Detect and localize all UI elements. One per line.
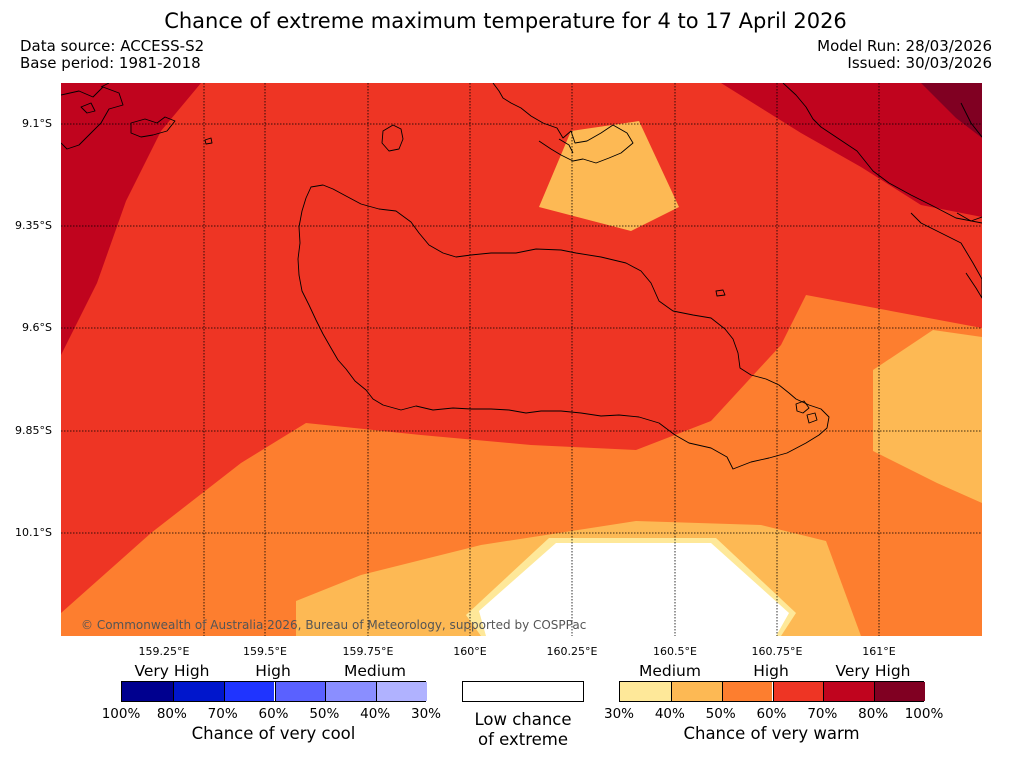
warm-tick-label: 70% [807,706,838,722]
cool-tick-label: 80% [156,706,187,722]
model-run: Model Run: 28/03/2026 [817,37,992,55]
warm-color-swatch [721,682,773,701]
map-canvas [61,83,982,636]
longitude-label: 159.25°E [138,645,190,658]
warm-tick-label: 60% [756,706,787,722]
longitude-label: 160°E [453,645,487,658]
region-darkest-northeast [921,83,982,138]
island-small-north [381,124,404,152]
latitude-label: 10.1°S [15,526,52,539]
cool-caption: Chance of very cool [191,724,356,743]
low-chance-caption-line1: Low chance [474,710,572,729]
warm-category-label: Very High [835,662,911,680]
region-very-high-west [61,83,201,355]
cool-tick-label: 30% [410,706,441,722]
issued-date: Issued: 30/03/2026 [847,54,992,72]
warm-caption: Chance of very warm [683,724,860,743]
cool-color-swatch [172,682,224,701]
data-source: Data source: ACCESS-S2 [20,37,205,55]
region-light-orange-northeast [539,121,679,231]
meta-right: Model Run: 28/03/2026 Issued: 30/03/2026 [817,38,992,72]
cool-color-swatch [274,682,326,701]
cool-color-swatch [122,682,173,701]
cool-category-label: Medium [344,662,406,680]
cool-tick-label: 60% [258,706,289,722]
warm-tick-label: 50% [705,706,736,722]
warm-category-label: High [753,662,789,680]
latitude-label: 9.1°S [22,117,52,130]
copyright-notice: © Commonwealth of Australia 2026, Bureau… [81,618,587,632]
cool-category-label: High [255,662,291,680]
warm-tick-label: 100% [904,706,944,722]
cool-color-swatch [223,682,275,701]
longitude-label: 161°E [862,645,896,658]
warm-color-swatch [620,682,671,701]
islands-northwest [61,83,176,150]
cool-tick-label: 50% [309,706,340,722]
warm-category-label: Medium [639,662,701,680]
warm-tick-label: 80% [858,706,889,722]
longitude-label: 160.5°E [653,645,697,658]
forecast-map[interactable]: © Commonwealth of Australia 2026, Bureau… [61,83,982,636]
coastline [61,83,982,470]
map-title: Chance of extreme maximum temperature fo… [164,9,847,33]
cool-category-label: Very High [134,662,210,680]
region-very-high-northeast [721,83,982,217]
warm-tick-label: 30% [603,706,634,722]
warm-tick-label: 40% [654,706,685,722]
region-light-orange-east [873,330,982,503]
islands-north-center [492,83,634,164]
low-chance-swatch [462,681,584,702]
region-low-chance [479,543,789,636]
longitude-label: 159.75°E [342,645,394,658]
meta-left: Data source: ACCESS-S2 Base period: 1981… [20,38,204,72]
cool-color-swatch [376,682,427,701]
longitude-label: 160.25°E [546,645,598,658]
warm-color-swatch [874,682,925,701]
cool-tick-label: 100% [101,706,141,722]
region-red [61,83,982,613]
longitude-label: 159.5°E [243,645,287,658]
cool-tick-label: 40% [360,706,391,722]
graticule [61,83,982,636]
longitude-label: 160.75°E [751,645,803,658]
cool-tick-label: 70% [207,706,238,722]
coast-northeast [782,83,982,224]
latitude-label: 9.35°S [15,219,52,232]
islets-east [715,289,818,424]
cool-color-swatch [325,682,377,701]
latitude-label: 9.85°S [15,424,52,437]
warm-color-swatch [772,682,824,701]
coast-east [910,212,982,299]
low-chance-caption-line2: of extreme [477,730,569,749]
latitude-label: 9.6°S [22,321,52,334]
cool-colorbar [121,681,427,702]
island-tiny-west [204,137,213,145]
main-island-outline [297,184,830,470]
warm-color-swatch [823,682,875,701]
warm-color-swatch [670,682,722,701]
warm-colorbar [619,681,925,702]
base-period: Base period: 1981-2018 [20,54,201,72]
